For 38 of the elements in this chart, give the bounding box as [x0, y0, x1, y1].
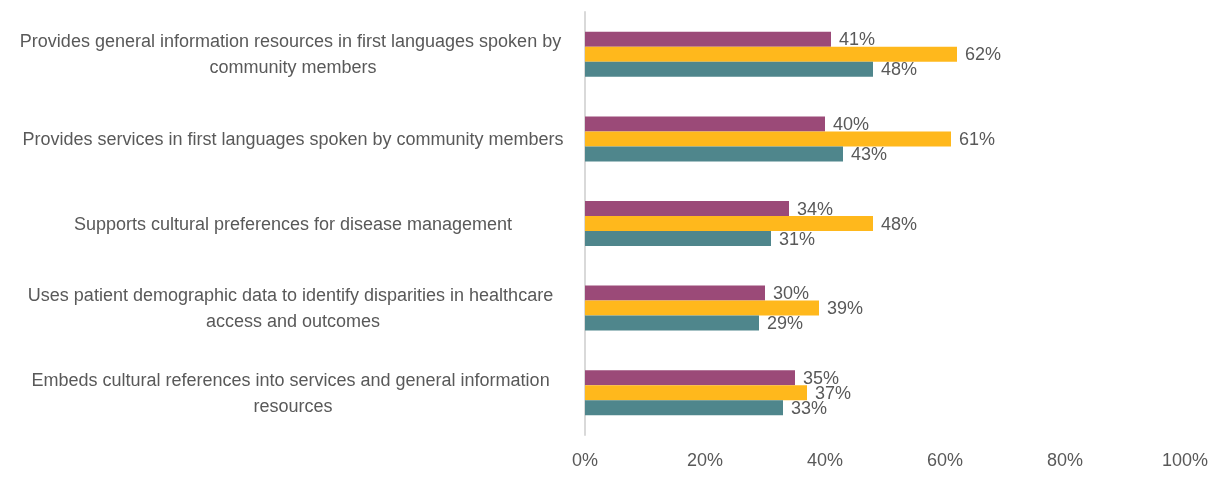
- bar: [585, 201, 789, 216]
- bar: [585, 300, 819, 316]
- data-label: 48%: [881, 213, 918, 234]
- y-tick-label: Uses patient demographic data to identify disparities in healthcare access and outcomes: [27, 285, 559, 332]
- bar: [585, 315, 759, 331]
- bar: [585, 46, 957, 62]
- bar: [585, 231, 771, 246]
- y-tick-label: Provides services in first languages spoken by community members: [22, 128, 564, 149]
- data-label: 41%: [839, 29, 876, 50]
- data-label: 61%: [959, 128, 996, 149]
- bar: [585, 400, 783, 416]
- data-label: 40%: [833, 113, 870, 134]
- data-label: 29%: [767, 313, 804, 334]
- bar: [585, 385, 807, 401]
- data-label: 30%: [773, 283, 810, 304]
- x-tick-label: 80%: [1046, 450, 1084, 470]
- x-tick-label: 40%: [806, 450, 844, 470]
- x-tick-label: 100%: [1161, 450, 1209, 470]
- data-label: 39%: [827, 298, 864, 319]
- bar: [585, 370, 795, 386]
- data-label: 34%: [797, 198, 834, 219]
- bar: [585, 116, 825, 132]
- y-tick-label: Embeds cultural references into services and general information resources: [31, 369, 555, 416]
- x-tick-label: 0%: [571, 450, 599, 470]
- y-tick-label: Provides general information resources in first languages spoken by community members: [19, 31, 567, 78]
- data-label: 48%: [881, 59, 918, 80]
- bar: [585, 285, 765, 301]
- bar: [585, 216, 873, 231]
- x-tick-label: 60%: [926, 450, 964, 470]
- bar: [585, 146, 843, 162]
- data-label: 31%: [779, 228, 816, 249]
- y-tick-label: Supports cultural preferences for disease management: [73, 213, 513, 234]
- x-tick-label: 20%: [686, 450, 724, 470]
- bar: [585, 61, 873, 77]
- data-label: 62%: [965, 44, 1002, 65]
- bar: [585, 131, 951, 147]
- data-label: 43%: [851, 143, 888, 164]
- bar: [585, 31, 831, 47]
